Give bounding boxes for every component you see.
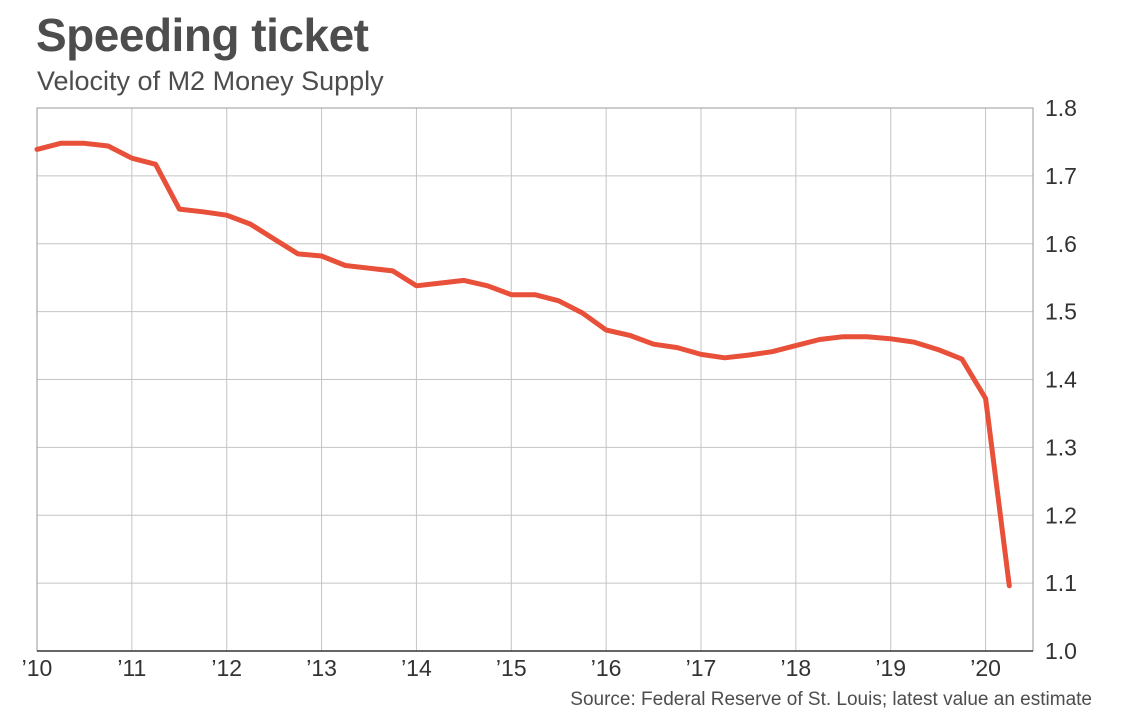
source-note: Source: Federal Reserve of St. Louis; la… <box>570 689 1092 710</box>
y-tick-label: 1.8 <box>1045 95 1077 121</box>
y-tick-label: 1.7 <box>1045 163 1077 189</box>
y-tick-label: 1.0 <box>1045 638 1077 664</box>
y-tick-label: 1.5 <box>1045 299 1077 325</box>
x-tick-label: ’12 <box>211 655 242 681</box>
x-tick-label: ’13 <box>306 655 337 681</box>
y-tick-label: 1.2 <box>1045 502 1077 528</box>
y-axis-ticks: 1.0 1.1 1.2 1.3 1.4 1.5 1.6 1.7 1.8 <box>1045 95 1077 664</box>
x-tick-label: ’19 <box>875 655 906 681</box>
x-tick-label: ’10 <box>22 655 53 681</box>
y-tick-label: 1.1 <box>1045 570 1077 596</box>
x-tick-label: ’11 <box>117 655 146 681</box>
series-line-layer <box>34 140 1012 589</box>
gridlines <box>36 107 1034 652</box>
x-tick-label: ’20 <box>970 655 1001 681</box>
x-tick-label: ’16 <box>591 655 622 681</box>
y-tick-label: 1.4 <box>1045 367 1077 393</box>
y-tick-label: 1.6 <box>1045 231 1077 257</box>
series-line <box>34 140 1012 589</box>
y-tick-label: 1.3 <box>1045 434 1077 460</box>
chart-title: Speeding ticket <box>36 9 369 61</box>
x-axis-ticks: ’10 ’11 ’12 ’13 ’14 ’15 ’16 ’17 ’18 ’19 ’20 <box>22 655 1001 681</box>
x-tick-label: ’15 <box>496 655 527 681</box>
chart-subtitle: Velocity of M2 Money Supply <box>37 66 384 96</box>
x-tick-label: ’14 <box>401 655 432 681</box>
x-tick-label: ’17 <box>686 655 717 681</box>
x-tick-label: ’18 <box>781 655 812 681</box>
